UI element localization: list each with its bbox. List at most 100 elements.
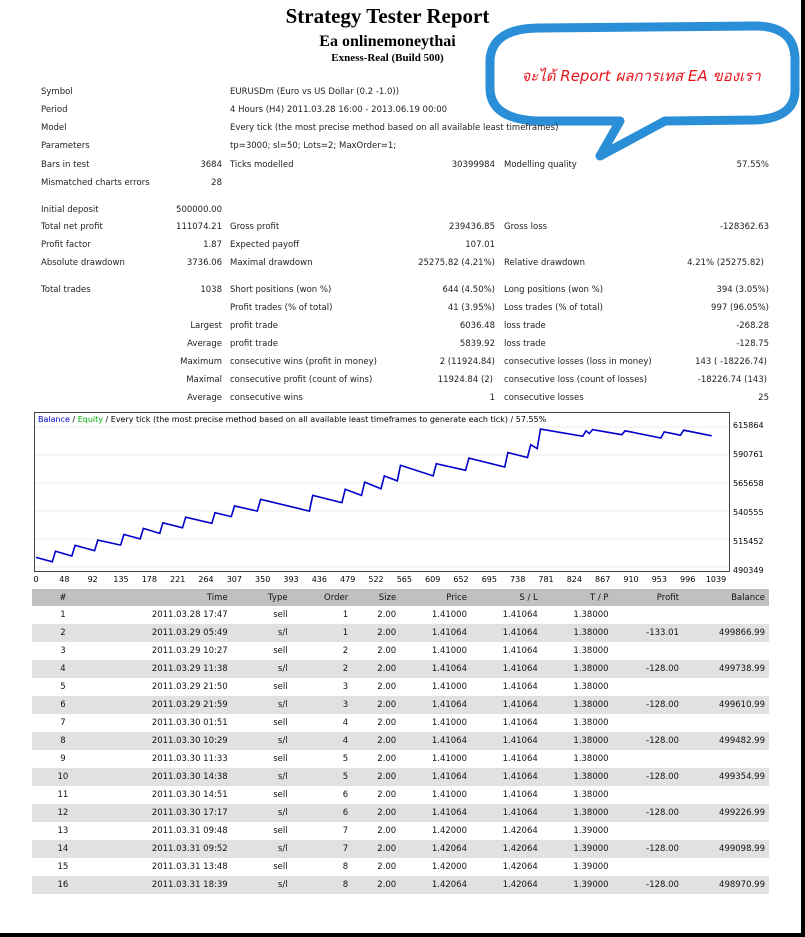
table-cell-col-index: 15 <box>57 862 69 872</box>
table-cell-col-price: 1.41000 <box>431 646 467 656</box>
table-cell-col-size: 2.00 <box>377 682 397 692</box>
stat-value: -18226.74 (143) <box>697 375 767 385</box>
stat-value: -268.28 <box>736 321 769 331</box>
info-label: Period <box>41 105 68 115</box>
table-cell-col-order: 7 <box>342 826 349 836</box>
stat-value: 239436.85 <box>449 222 495 232</box>
x-tick-label: 350 <box>255 575 271 584</box>
table-header-col-sl: S / L <box>471 589 542 606</box>
table-cell-col-time: 2011.03.29 21:59 <box>93 696 232 714</box>
table-cell-col-index: 12 <box>32 804 94 822</box>
table-cell-col-tp: 1.39000 <box>573 826 609 836</box>
table-cell-col-order: 3 <box>291 696 353 714</box>
table-cell-col-price: 1.42064 <box>400 876 471 894</box>
x-tick-label: 824 <box>566 575 582 584</box>
chart-plot <box>35 426 729 568</box>
table-cell-col-index: 1 <box>60 610 66 620</box>
table-header-col-type: Type <box>231 589 292 606</box>
table-cell-col-profit <box>613 822 683 840</box>
table-cell-col-time: 2011.03.30 11:33 <box>151 754 228 764</box>
table-cell-col-balance <box>683 786 769 804</box>
table-row: 15 2011.03.31 13:48 sell 8 2.00 1.42000 1.4206… <box>32 858 769 876</box>
table-cell-col-size: 2.00 <box>352 768 401 786</box>
stat-label: Gross profit <box>230 222 280 232</box>
table-cell-col-tp: 1.38000 <box>541 696 613 714</box>
table-cell-col-time: 2011.03.31 09:52 <box>93 840 232 858</box>
table-cell-col-profit <box>613 606 683 624</box>
table-cell-col-time: 2011.03.30 10:29 <box>93 732 232 750</box>
stat-label: consecutive profit (count of wins) <box>230 375 373 385</box>
stat-value: 1.87 <box>203 240 222 250</box>
report-title: Strategy Tester Report <box>285 4 490 28</box>
stat-value: 3684 <box>200 160 222 170</box>
table-cell-col-profit: -128.00 <box>612 804 683 822</box>
table-cell-col-type: sell <box>273 718 288 728</box>
stat-value: 143 ( -18226.74) <box>695 357 767 367</box>
table-cell-col-balance <box>683 642 769 660</box>
table-cell-col-tp: 1.38000 <box>573 754 609 764</box>
table-cell-col-balance: 499354.99 <box>682 768 769 786</box>
stat-value: -128362.63 <box>719 222 769 232</box>
table-cell-col-type: sell <box>273 790 288 800</box>
table-cell-col-tp: 1.38000 <box>573 790 609 800</box>
table-cell-col-size: 2.00 <box>377 790 397 800</box>
table-cell-col-profit: -133.01 <box>612 624 683 642</box>
x-tick-label: 48 <box>59 575 70 584</box>
table-cell-col-profit <box>613 714 683 732</box>
stat-value: 41 (3.95%) <box>447 303 495 313</box>
stat-value: 644 (4.50%) <box>442 285 495 295</box>
stat-value: 57.55% <box>736 160 769 170</box>
stat-label: consecutive wins <box>230 393 303 403</box>
table-cell-col-price: 1.41000 <box>431 610 467 620</box>
stat-label: Expected payoff <box>230 240 300 250</box>
stats-row-mismatch: Mismatched charts errors 28 <box>0 178 805 192</box>
stat-value: 6036.48 <box>459 321 495 331</box>
table-cell-col-tp: 1.38000 <box>573 646 609 656</box>
table-cell-col-order: 2 <box>342 646 349 656</box>
stat-label: Average <box>187 339 222 349</box>
table-cell-col-tp: 1.39000 <box>541 876 613 894</box>
stat-label: consecutive losses (loss in money) <box>504 357 652 367</box>
chart-caption-text: / Every tick (the most precise method ba… <box>102 415 547 424</box>
table-cell-col-order: 1 <box>342 610 349 620</box>
table-cell-col-order: 4 <box>342 718 349 728</box>
table-row: 11 2011.03.30 14:51 sell 6 2.00 1.41000 1.4106… <box>32 786 769 804</box>
stat-value: 25 <box>758 393 769 403</box>
stats-row-maximum: Maximum consecutive wins (profit in mone… <box>0 357 805 371</box>
table-cell-col-balance: 499226.99 <box>682 804 769 822</box>
info-value: tp=3000; sl=50; Lots=2; MaxOrder=1; <box>230 141 397 151</box>
table-row: 4 2011.03.29 11:38 s/l 2 2.00 1.41064 1.41064 1… <box>32 660 769 678</box>
table-cell-col-order: 3 <box>342 682 349 692</box>
x-tick-label: 695 <box>481 575 497 584</box>
table-cell-col-balance <box>683 678 769 696</box>
info-row-period: Period 4 Hours (H4) 2011.03.28 16:00 - 2… <box>0 105 805 119</box>
chart-caption: Balance / Equity / Every tick (the most … <box>38 415 546 424</box>
x-tick-label: 867 <box>595 575 611 584</box>
table-row: 8 2011.03.30 10:29 s/l 4 2.00 1.41064 1.41064 1… <box>32 732 769 750</box>
table-cell-col-sl: 1.42064 <box>471 876 542 894</box>
table-cell-col-order: 8 <box>291 876 353 894</box>
stats-row-trades: Total trades 1038 Short positions (won %… <box>0 285 805 299</box>
legend-balance: Balance <box>38 415 70 424</box>
table-header-col-price: Price <box>400 589 471 606</box>
stats-row-average-consecutive: Average consecutive wins 1 consecutive l… <box>0 393 805 407</box>
table-cell-col-time: 2011.03.30 14:51 <box>151 790 228 800</box>
stats-row-profit-trades: Profit trades (% of total) 41 (3.95%) Lo… <box>0 303 805 317</box>
balance-chart: Balance / Equity / Every tick (the most … <box>34 412 730 572</box>
x-tick-label: 178 <box>141 575 157 584</box>
table-cell-col-index: 11 <box>57 790 69 800</box>
table-cell-col-type: sell <box>273 826 288 836</box>
table-cell-col-index: 10 <box>32 768 94 786</box>
stat-label: Largest <box>190 321 222 331</box>
table-cell-col-sl: 1.41064 <box>471 660 542 678</box>
x-tick-label: 652 <box>453 575 469 584</box>
stat-label: profit trade <box>230 339 278 349</box>
info-row-parameters: Parameters tp=3000; sl=50; Lots=2; MaxOr… <box>0 141 805 155</box>
stats-row-largest: Largest profit trade 6036.48 loss trade … <box>0 321 805 335</box>
table-cell-col-tp: 1.39000 <box>541 840 613 858</box>
y-tick-label: 615864 <box>733 421 764 430</box>
table-row: 16 2011.03.31 18:39 s/l 8 2.00 1.42064 1.42064… <box>32 876 769 894</box>
x-tick-label: 1039 <box>705 575 727 584</box>
table-cell-col-index: 6 <box>32 696 94 714</box>
table-cell-col-order: 8 <box>342 862 349 872</box>
